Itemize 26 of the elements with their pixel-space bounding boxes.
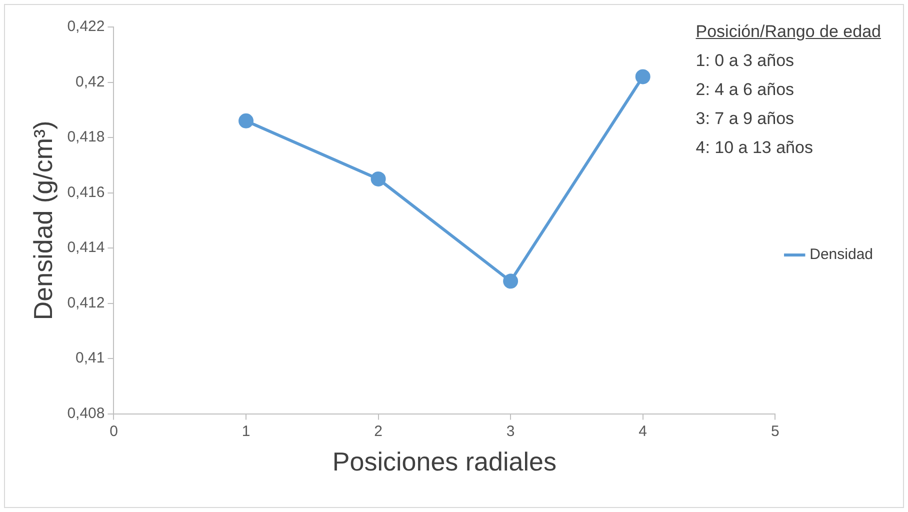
annotation: Posición/Rango de edad xyxy=(696,21,881,43)
y-tick-label: 0,412 xyxy=(67,294,105,312)
y-axis-title: Densidad (g/cm³) xyxy=(28,120,58,320)
point xyxy=(635,69,650,84)
x-tick-label: 0 xyxy=(110,422,118,440)
y-tick-label: 0,42 xyxy=(76,73,105,90)
annotation: 3: 7 a 9 años xyxy=(696,108,796,130)
annotation: 1: 0 a 3 años xyxy=(696,50,796,72)
y-tick-label: 0,408 xyxy=(67,404,105,422)
point xyxy=(370,171,386,186)
annotation: 4: 10 a 13 años xyxy=(696,137,814,159)
x-tick-label: 5 xyxy=(770,422,780,440)
legend-label: Densidad xyxy=(810,246,874,264)
y-tick-label: 0,416 xyxy=(67,184,105,201)
y-tick-label: 0,41 xyxy=(76,350,105,367)
y-tick-label: 0,414 xyxy=(67,239,105,256)
x-tick-label: 2 xyxy=(374,422,382,440)
y-tick-label: 0,418 xyxy=(67,128,105,146)
x-tick-label: 3 xyxy=(506,422,515,440)
y-tick-label: 0,422 xyxy=(67,18,105,36)
x-tick-label: 1 xyxy=(242,422,250,440)
x-axis-title: Posiciones radiales xyxy=(332,446,556,477)
x-tick-label: 4 xyxy=(638,422,648,440)
point xyxy=(238,113,254,128)
annotation: 2: 4 a 6 años xyxy=(696,79,796,101)
point xyxy=(503,274,518,289)
